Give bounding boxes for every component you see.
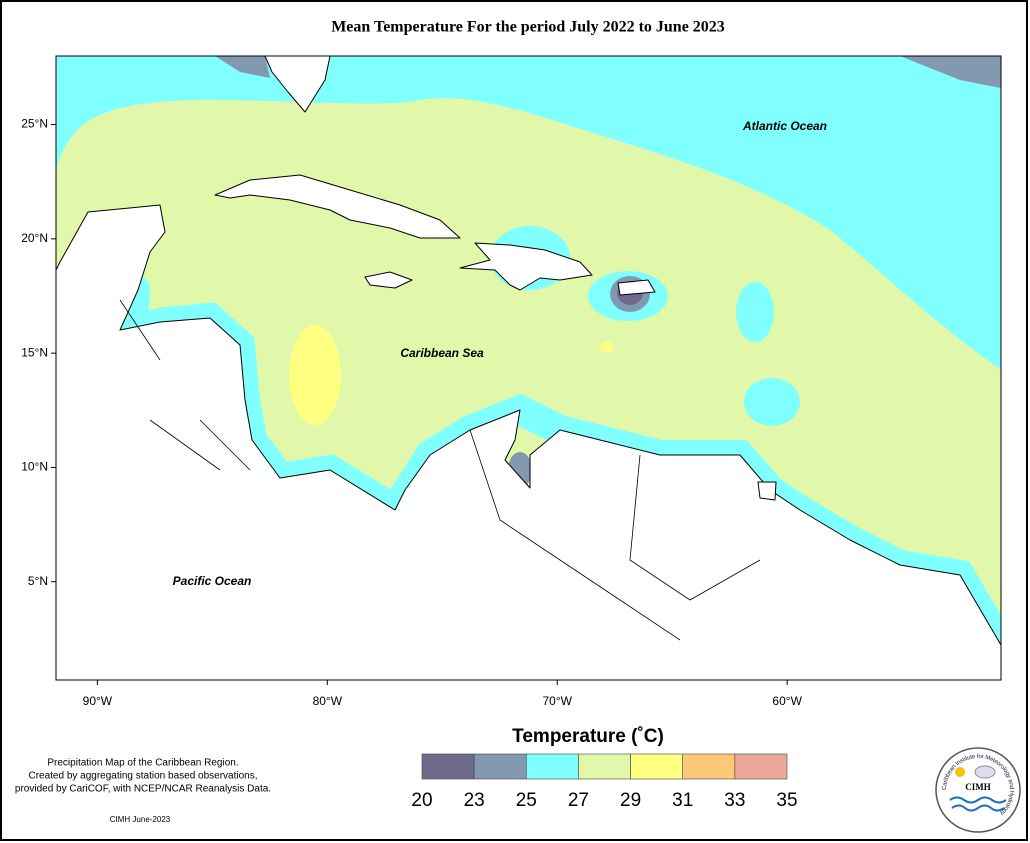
ocean-label: Pacific Ocean — [173, 574, 252, 588]
logo-waves — [949, 796, 1007, 812]
yellow-patch — [600, 342, 614, 352]
puerto-rico — [617, 279, 656, 296]
legend-swatch — [682, 753, 736, 780]
footnote: provided by CariCOF, with NCEP/NCAR Rean… — [15, 784, 271, 795]
gray-patch — [215, 56, 270, 78]
logo: Caribbean Institute for Meteorology and … — [935, 747, 1021, 833]
legend-tick-label: 29 — [620, 790, 641, 811]
logo-cloud — [974, 765, 996, 779]
credit: CIMH June-2023 — [110, 815, 171, 824]
legend-tick-label: 25 — [516, 790, 537, 811]
cuba — [214, 174, 461, 239]
legend-swatch — [421, 753, 475, 780]
map-title: Mean Temperature For the period July 202… — [331, 19, 725, 36]
legend-tick-label: 23 — [464, 790, 485, 811]
legend-tick-label: 33 — [724, 790, 745, 811]
x-tick-label: 60°W — [772, 694, 802, 708]
x-tick-label: 70°W — [542, 694, 572, 708]
ocean-label: Atlantic Ocean — [742, 119, 827, 133]
legend-swatch — [734, 753, 788, 780]
legend-tick-label: 35 — [776, 790, 797, 811]
y-tick-label: 20°N — [21, 231, 48, 245]
x-tick-label: 90°W — [83, 694, 113, 708]
plot-frame — [55, 55, 1002, 681]
legend-tick-label: 31 — [672, 790, 693, 811]
y-tick-label: 25°N — [21, 117, 48, 131]
map-area — [56, 56, 1001, 680]
footnote: Created by aggregating station based obs… — [28, 771, 257, 782]
logo-sun — [955, 767, 965, 777]
cyan-patch — [736, 282, 774, 342]
legend-tick-label: 20 — [411, 790, 432, 811]
legend-swatch — [473, 753, 527, 780]
legend-swatch — [525, 753, 579, 780]
footnote: Precipitation Map of the Caribbean Regio… — [47, 758, 238, 769]
y-tick-label: 5°N — [28, 574, 48, 588]
gray-patch — [900, 56, 1001, 88]
jamaica — [364, 271, 413, 289]
legend-tick-label: 27 — [568, 790, 589, 811]
trinidad — [757, 481, 777, 501]
legend-swatch — [630, 753, 684, 780]
hispaniola — [459, 242, 593, 291]
ocean-label: Caribbean Sea — [400, 346, 484, 360]
legend-swatch — [578, 753, 631, 780]
logo-name: CIMH — [965, 782, 991, 792]
legend-title: Temperature (˚C) — [512, 726, 664, 747]
y-tick-label: 10°N — [21, 460, 48, 474]
cyan-patch — [744, 378, 800, 426]
florida — [264, 56, 331, 113]
yellow-patch — [289, 325, 341, 425]
x-tick-label: 80°W — [313, 694, 343, 708]
borders — [119, 299, 761, 641]
y-tick-label: 15°N — [21, 345, 48, 359]
